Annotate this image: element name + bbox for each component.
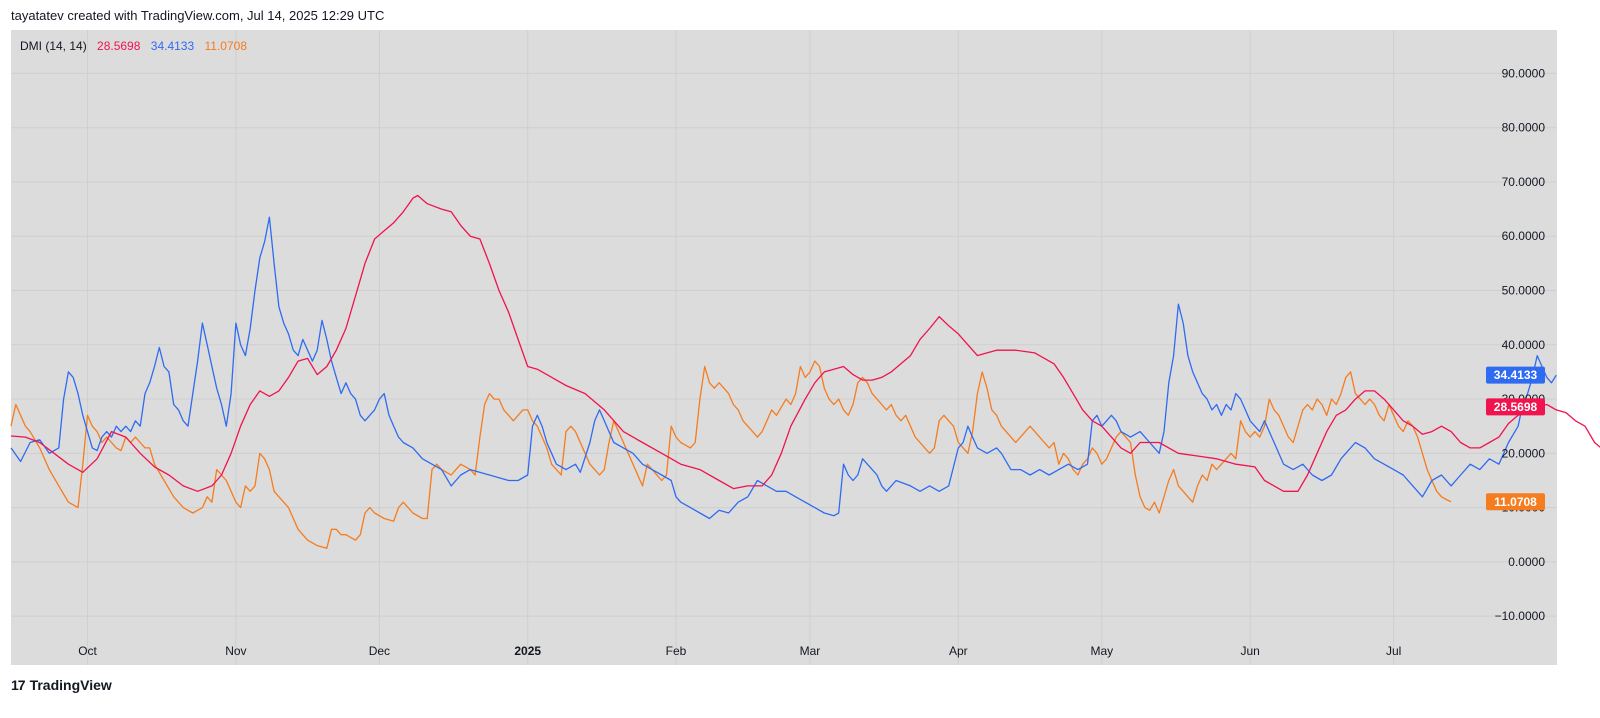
y-tick-label: 20.0000 <box>1502 446 1546 460</box>
y-tick-label: 40.0000 <box>1502 338 1546 352</box>
series-line-minus_di[interactable] <box>10 360 1452 549</box>
x-tick-label: Jul <box>1386 644 1401 658</box>
y-tick-label: 60.0000 <box>1502 229 1546 243</box>
y-tick-label: 90.0000 <box>1502 66 1546 80</box>
x-tick-label: Mar <box>800 644 821 658</box>
series-layer <box>10 194 1600 549</box>
x-tick-label: 2025 <box>514 644 541 658</box>
time-scale[interactable]: Oct Nov Dec 2025 Feb Mar Apr May Jun Jul <box>78 644 1401 658</box>
chart-attribution: tayatatev created with TradingView.com, … <box>11 8 385 23</box>
x-tick-label: Feb <box>666 644 687 658</box>
badge-value: 34.4133 <box>1494 368 1538 382</box>
tradingview-logo[interactable]: 17 TradingView <box>11 677 112 693</box>
y-tick-label: 70.0000 <box>1502 175 1546 189</box>
legend-minus-di-value: 11.0708 <box>204 39 248 53</box>
y-tick-label: 0.0000 <box>1508 555 1545 569</box>
plot-area <box>11 30 1557 665</box>
badge-value: 28.5698 <box>1494 400 1538 414</box>
last-value-badge-adx: 28.5698 <box>1486 398 1545 416</box>
last-value-badge-plus_di: 34.4133 <box>1486 366 1545 384</box>
grid-lines <box>11 30 1557 665</box>
x-tick-label: Apr <box>949 644 968 658</box>
badge-background <box>1486 398 1545 416</box>
x-tick-label: May <box>1090 644 1113 658</box>
x-tick-label: Jun <box>1240 644 1259 658</box>
series-line-adx[interactable] <box>10 194 1600 492</box>
tradingview-logo-text: TradingView <box>29 677 112 693</box>
x-tick-label: Dec <box>369 644 390 658</box>
last-value-badge-minus_di: 11.0708 <box>1486 493 1545 511</box>
series-line-plus_di[interactable] <box>10 216 1557 520</box>
indicator-label: DMI (14, 14) <box>20 39 87 53</box>
price-scale[interactable]: 90.0000 80.0000 70.0000 60.0000 50.0000 40.00… <box>1495 66 1546 623</box>
y-tick-label: 50.0000 <box>1502 284 1546 298</box>
badge-background <box>1486 493 1545 511</box>
y-tick-label: 80.0000 <box>1502 121 1546 135</box>
legend-plus-di-value: 34.4133 <box>150 39 195 53</box>
legend-adx-value: 28.5698 <box>97 39 141 53</box>
indicator-legend[interactable]: DMI (14, 14) 28.5698 34.4133 11.0708 <box>20 39 254 53</box>
tradingview-logo-icon: 17 <box>11 677 26 693</box>
last-value-badges: 28.5698 34.4133 11.0708 <box>1486 366 1545 511</box>
x-tick-label: Oct <box>78 644 97 658</box>
y-tick-label: −10.0000 <box>1495 609 1546 623</box>
x-tick-label: Nov <box>225 644 246 658</box>
badge-background <box>1486 366 1545 384</box>
badge-value: 11.0708 <box>1494 495 1537 509</box>
